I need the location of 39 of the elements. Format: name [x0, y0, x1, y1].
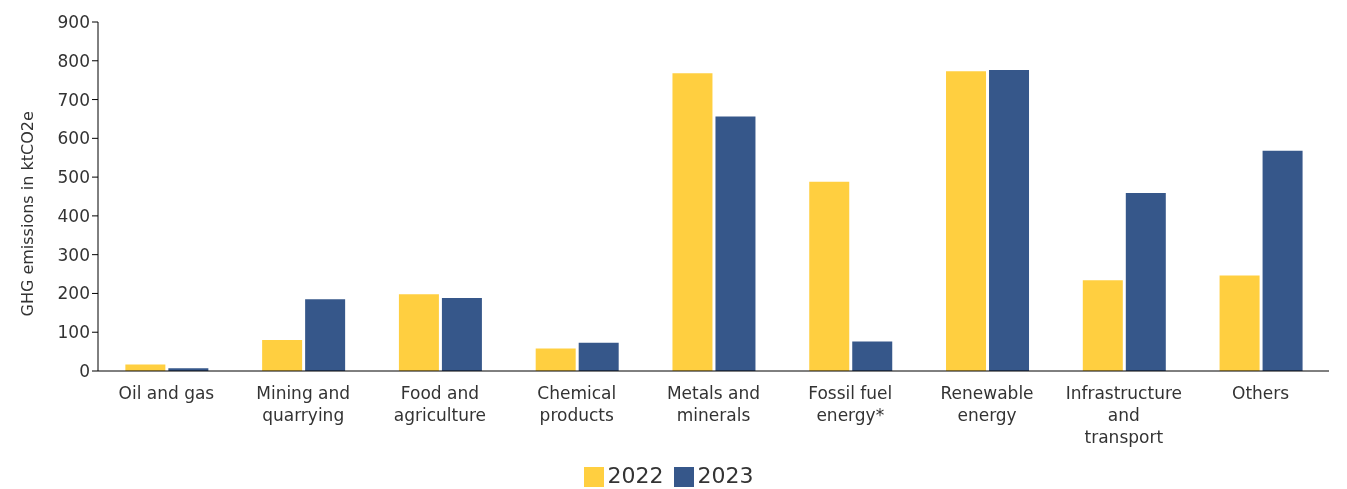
x-tick-label: Oil and gas: [118, 383, 215, 403]
y-tick-label: 900: [57, 12, 90, 33]
bar: [1082, 280, 1123, 371]
x-tick-label: Food and agriculture: [393, 383, 487, 425]
bar: [715, 116, 756, 371]
y-tick-label: 300: [57, 244, 90, 265]
bar: [809, 181, 850, 371]
x-tick-label: Metals and minerals: [666, 383, 761, 425]
bar: [125, 364, 166, 371]
x-tick-label: Mining and quarrying: [256, 383, 351, 425]
y-tick-label: 600: [57, 128, 90, 149]
bar: [578, 342, 619, 371]
bar: [1262, 150, 1303, 371]
y-tick-label: 0: [79, 361, 90, 382]
bar: [305, 299, 346, 371]
x-tick-label: Fossil fuel energy*: [808, 383, 893, 425]
x-tick-label: Infrastructure and transport: [1065, 383, 1182, 447]
y-tick-label: 400: [57, 205, 90, 226]
y-tick-label: 700: [57, 89, 90, 110]
bar: [1219, 275, 1260, 371]
y-tick-label: 100: [57, 322, 90, 343]
legend-label: 2022: [607, 463, 664, 488]
y-tick-label: 500: [57, 167, 90, 188]
bar: [946, 71, 987, 371]
x-tick-label: Chemical products: [537, 383, 617, 425]
bar: [398, 294, 439, 371]
bar: [1125, 193, 1166, 371]
bar: [535, 348, 576, 371]
bar: [852, 341, 893, 371]
x-tick-label: Others: [1232, 383, 1290, 403]
y-tick-label: 200: [57, 283, 90, 304]
y-axis-title: GHG emissions in ktCO2e: [17, 111, 37, 317]
bar: [262, 339, 303, 371]
bar: [989, 70, 1030, 371]
y-tick-label: 800: [57, 50, 90, 71]
legend-label: 2023: [697, 463, 754, 488]
x-tick-label: Renewable energy: [940, 383, 1034, 425]
bar: [672, 73, 713, 371]
bar: [441, 298, 482, 371]
